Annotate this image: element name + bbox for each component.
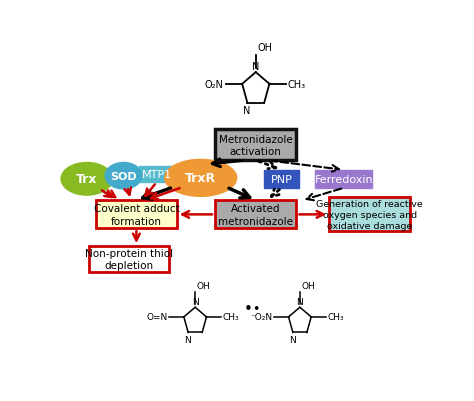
FancyBboxPatch shape	[215, 201, 296, 229]
FancyArrowPatch shape	[258, 162, 276, 169]
Ellipse shape	[104, 162, 143, 190]
FancyArrowPatch shape	[108, 191, 115, 198]
Ellipse shape	[60, 162, 113, 196]
FancyArrowPatch shape	[212, 160, 242, 167]
Text: Activated
metronidazole: Activated metronidazole	[219, 204, 293, 226]
Text: OH: OH	[301, 281, 315, 290]
Text: N: N	[184, 335, 191, 344]
Text: OH: OH	[197, 281, 210, 290]
FancyArrowPatch shape	[151, 188, 180, 200]
Text: ⁻O₂N: ⁻O₂N	[251, 313, 273, 322]
Text: •: •	[252, 302, 259, 316]
Text: CH₃: CH₃	[327, 313, 344, 322]
Text: SOD: SOD	[110, 171, 137, 181]
Text: N: N	[297, 297, 303, 306]
FancyArrowPatch shape	[271, 190, 279, 197]
FancyBboxPatch shape	[215, 130, 296, 161]
Text: Trx: Trx	[76, 173, 98, 186]
Text: Ferredoxin: Ferredoxin	[315, 174, 373, 184]
Text: N: N	[192, 297, 199, 306]
Text: N: N	[289, 335, 295, 344]
Text: Metronidazole
activation: Metronidazole activation	[219, 134, 292, 156]
Text: O₂N: O₂N	[205, 80, 224, 89]
FancyBboxPatch shape	[96, 201, 177, 229]
FancyArrowPatch shape	[146, 185, 155, 196]
Text: CH₃: CH₃	[222, 313, 239, 322]
FancyArrowPatch shape	[143, 188, 171, 200]
FancyArrowPatch shape	[307, 189, 341, 201]
FancyArrowPatch shape	[270, 161, 339, 172]
Text: O=N: O=N	[147, 313, 168, 322]
FancyBboxPatch shape	[329, 198, 410, 232]
Text: •: •	[244, 302, 253, 316]
FancyArrowPatch shape	[182, 212, 212, 218]
FancyBboxPatch shape	[139, 167, 174, 183]
FancyArrowPatch shape	[133, 231, 140, 241]
FancyBboxPatch shape	[264, 170, 299, 188]
Text: Non-protein thiol
depletion: Non-protein thiol depletion	[85, 249, 173, 271]
Text: N: N	[252, 61, 259, 71]
FancyArrowPatch shape	[102, 191, 111, 197]
Text: Generation of reactive
oxygen species and
oxidative damage: Generation of reactive oxygen species an…	[316, 199, 423, 231]
FancyArrowPatch shape	[125, 188, 131, 195]
Text: PNP: PNP	[271, 174, 292, 184]
Ellipse shape	[164, 159, 237, 198]
Text: CH₃: CH₃	[288, 80, 306, 89]
FancyArrowPatch shape	[229, 189, 250, 198]
Text: TrxR: TrxR	[185, 172, 216, 185]
FancyBboxPatch shape	[316, 170, 373, 188]
FancyBboxPatch shape	[89, 247, 169, 273]
Text: Covalent adduct
formation: Covalent adduct formation	[93, 204, 179, 226]
Text: MTP1: MTP1	[142, 170, 172, 180]
FancyArrowPatch shape	[300, 212, 323, 218]
Text: N: N	[243, 106, 250, 116]
Text: OH: OH	[258, 43, 273, 53]
